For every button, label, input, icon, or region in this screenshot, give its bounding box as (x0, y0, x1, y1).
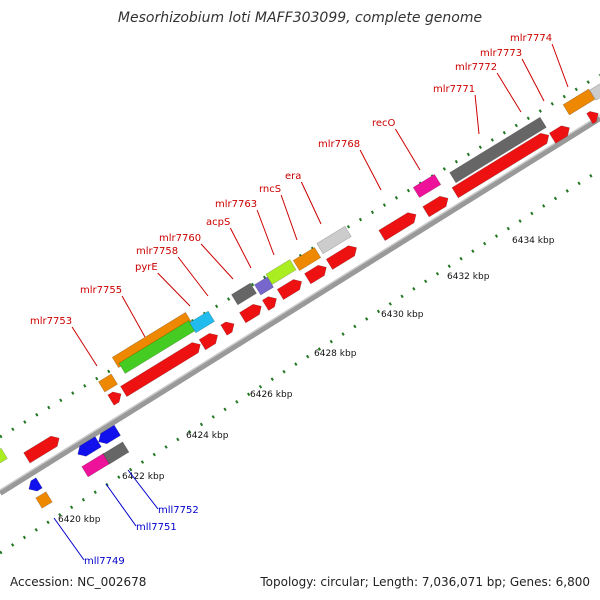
forward-gene-arrow[interactable] (586, 108, 600, 125)
forward-gene-arrow[interactable] (198, 330, 221, 351)
reverse-gene-arrow[interactable] (75, 436, 102, 460)
forward-label-leader (300, 181, 322, 225)
forward-label-leader (229, 227, 252, 269)
forward-label-leader (177, 256, 209, 297)
forward-gene-label[interactable]: mlr7760 (159, 233, 201, 244)
scale-tick-label: 6432 kbp (447, 272, 490, 282)
reverse-gene-label[interactable]: mll7751 (136, 522, 177, 533)
forward-gene-label[interactable]: mlr7774 (510, 33, 552, 44)
forward-label-leader (280, 194, 298, 241)
forward-gene-arrow[interactable] (451, 130, 552, 199)
forward-gene-label[interactable]: mlr7773 (480, 48, 522, 59)
forward-gene-label[interactable]: mlr7755 (80, 285, 122, 296)
forward-label-leader (121, 295, 146, 338)
genome-summary: Topology: circular; Length: 7,036,071 bp… (259, 575, 590, 589)
gene-features (0, 83, 600, 509)
forward-gene-arrow[interactable] (548, 123, 572, 144)
forward-label-leader (157, 272, 191, 307)
forward-gene-arrow[interactable] (589, 83, 600, 101)
forward-gene-arrow[interactable] (0, 447, 8, 465)
forward-label-leader (71, 326, 98, 367)
forward-label-leader (394, 128, 421, 171)
reverse-gene-label[interactable]: mll7749 (84, 556, 125, 567)
reverse-label-leader (127, 469, 159, 510)
forward-gene-arrow[interactable] (102, 441, 130, 465)
scale-tick-label: 6422 kbp (122, 472, 165, 482)
forward-gene-arrow[interactable] (254, 276, 274, 296)
forward-gene-arrow[interactable] (189, 310, 215, 334)
forward-gene-label[interactable]: mlr7768 (318, 139, 360, 150)
forward-gene-arrow[interactable] (304, 262, 329, 285)
forward-label-leader (200, 243, 234, 280)
backbone (0, 114, 600, 496)
forward-label-leader (551, 43, 569, 88)
forward-gene-arrow[interactable] (239, 301, 264, 324)
forward-gene-label[interactable]: era (285, 171, 301, 182)
forward-gene-arrow[interactable] (261, 293, 279, 311)
reverse-label-leader (105, 483, 137, 527)
forward-gene-arrow[interactable] (220, 319, 238, 336)
forward-gene-arrow[interactable] (325, 243, 360, 270)
reverse-label-leader (53, 517, 85, 561)
forward-label-leader (521, 58, 545, 102)
forward-gene-label[interactable]: mlr7758 (136, 246, 178, 257)
forward-gene-arrow[interactable] (120, 339, 203, 398)
forward-gene-arrow[interactable] (23, 433, 63, 464)
forward-gene-arrow[interactable] (562, 88, 596, 116)
forward-gene-arrow[interactable] (378, 209, 419, 241)
gene-labels: mlr7753 mlr7755 pyrE mlr7758 mlr7760 acpS mlr7… (30, 33, 569, 567)
forward-gene-arrow[interactable] (316, 225, 352, 255)
inner-tick-ring (0, 168, 600, 555)
forward-gene-arrow[interactable] (265, 259, 297, 285)
forward-gene-arrow[interactable] (107, 389, 125, 406)
forward-gene-label[interactable]: mlr7753 (30, 316, 72, 327)
forward-gene-label[interactable]: pyrE (135, 262, 158, 273)
accession-label: Accession: NC_002678 (10, 575, 146, 589)
forward-gene-label[interactable]: mlr7772 (455, 62, 497, 73)
map-title: Mesorhizobium loti MAFF303099, complete … (118, 10, 482, 26)
forward-gene-label[interactable]: acpS (206, 217, 230, 228)
forward-gene-label[interactable]: mlr7763 (215, 199, 257, 210)
scale-axis: 6420 kbp 6422 kbp 6424 kbp 6426 kbp 6428 kbp… (58, 236, 555, 525)
scale-tick-label: 6420 kbp (58, 515, 101, 525)
scale-tick-label: 6426 kbp (250, 390, 293, 400)
outer-tick-ring (0, 73, 600, 439)
scale-tick-label: 6428 kbp (314, 349, 357, 359)
forward-gene-arrow[interactable] (231, 282, 257, 306)
forward-gene-label[interactable]: mlr7771 (433, 84, 475, 95)
forward-gene-arrow[interactable] (449, 116, 547, 184)
forward-label-leader (496, 72, 522, 113)
forward-gene-arrow[interactable] (292, 246, 322, 272)
scale-tick-label: 6424 kbp (186, 431, 229, 441)
scale-tick-label: 6434 kbp (512, 236, 555, 246)
forward-label-leader (256, 209, 275, 256)
forward-label-leader (474, 94, 480, 135)
reverse-gene-label[interactable]: mll7752 (158, 505, 199, 516)
forward-gene-arrow[interactable] (276, 276, 305, 301)
forward-label-leader (359, 149, 382, 191)
forward-gene-arrow[interactable] (98, 373, 118, 393)
forward-gene-label[interactable]: recO (372, 118, 396, 129)
forward-gene-label[interactable]: rncS (259, 184, 281, 195)
forward-gene-arrow[interactable] (412, 173, 442, 199)
forward-gene-arrow[interactable] (35, 491, 53, 509)
reverse-gene-arrow[interactable] (95, 424, 121, 447)
reverse-gene-arrow[interactable] (26, 477, 43, 495)
scale-tick-label: 6430 kbp (381, 310, 424, 320)
forward-gene-arrow[interactable] (422, 193, 451, 218)
